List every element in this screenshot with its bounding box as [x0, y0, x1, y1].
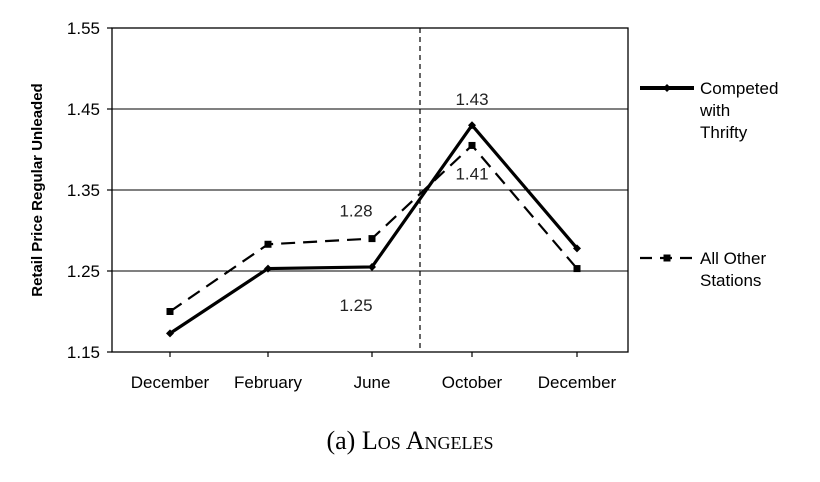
caption-label: (a): [326, 426, 356, 455]
y-tick-label: 1.15: [67, 343, 100, 362]
data-point: [264, 240, 272, 248]
legend-marker: [663, 254, 671, 262]
figure-caption: (a) Los Angeles: [0, 426, 820, 456]
y-tick-label: 1.55: [67, 19, 100, 38]
annotations: 1.43 1.41 1.28 1.25: [339, 90, 488, 315]
data-point: [573, 244, 581, 253]
y-tick-label: 1.35: [67, 181, 100, 200]
x-tick-label: October: [442, 373, 503, 392]
grid-lines: [112, 108, 628, 272]
data-point: [573, 265, 581, 273]
y-axis-label: Retail Price Regular Unleaded: [29, 83, 46, 296]
data-point: [468, 141, 476, 149]
x-tick-label: June: [354, 373, 391, 392]
x-tick-label: February: [234, 373, 303, 392]
data-label: 1.28: [339, 202, 372, 221]
data-point: [468, 121, 476, 130]
x-axis: December February June October December: [131, 352, 617, 392]
x-tick-label: December: [538, 373, 617, 392]
legend: Competed with Thrifty All Other Stations: [640, 79, 778, 290]
legend-label-2: All Other Stations: [700, 249, 766, 290]
legend-label-1: Competed with Thrifty: [699, 79, 778, 142]
data-point: [166, 308, 174, 315]
series-line-2: [169, 143, 578, 313]
data-point: [368, 262, 376, 271]
data-point: [264, 264, 272, 273]
data-point: [166, 329, 174, 338]
x-tick-label: December: [131, 373, 210, 392]
series-layer: [166, 121, 581, 338]
y-tick-label: 1.45: [67, 100, 100, 119]
caption-title: Los Angeles: [361, 426, 494, 455]
y-tick-label: 1.25: [67, 262, 100, 281]
data-label: 1.25: [339, 296, 372, 315]
legend-marker: [663, 84, 671, 92]
series-line-1: [169, 122, 579, 335]
data-label: 1.43: [455, 90, 488, 109]
data-label: 1.41: [455, 164, 488, 183]
data-point: [368, 235, 376, 243]
line-chart: 1.15 1.25 1.35 1.45 1.55 December February Jun…: [29, 19, 778, 392]
y-axis: 1.15 1.25 1.35 1.45 1.55: [67, 19, 112, 362]
